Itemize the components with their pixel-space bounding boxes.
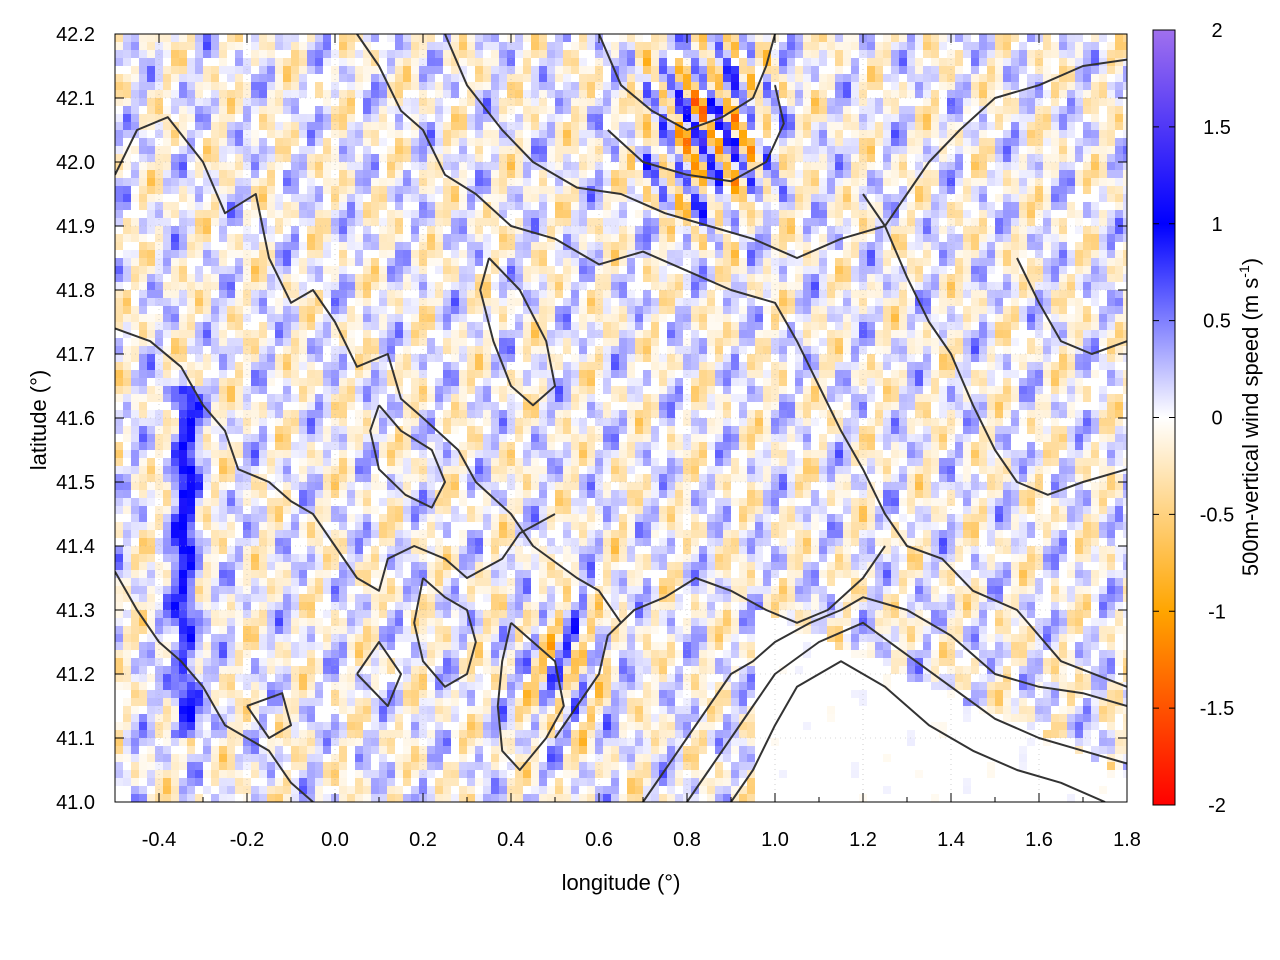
colorbar-tick-label: 1.5 xyxy=(1203,117,1231,139)
y-tick-label: 41.9 xyxy=(56,216,95,238)
x-tick-label: 0.0 xyxy=(321,829,349,851)
y-tick-label: 42.2 xyxy=(56,24,95,46)
y-tick-label: 41.5 xyxy=(56,472,95,494)
colorbar-label-main: 500m-vertical wind speed (m s xyxy=(1238,278,1263,576)
contour-line xyxy=(115,327,556,592)
contour-line xyxy=(862,193,1127,496)
x-tick-label: 1.8 xyxy=(1113,829,1141,851)
y-tick-label: 42.0 xyxy=(56,152,95,174)
contour-line xyxy=(496,622,565,771)
y-tick-label: 41.6 xyxy=(56,408,95,430)
contour-line xyxy=(607,84,785,183)
contour-line xyxy=(479,257,556,407)
y-tick-label: 41.7 xyxy=(56,344,95,366)
contour-line xyxy=(413,577,477,688)
y-axis-label: latitude (°) xyxy=(26,370,51,471)
x-tick-label: 0.2 xyxy=(409,829,437,851)
contour-line xyxy=(115,571,314,802)
y-tick-label: 41.2 xyxy=(56,664,95,686)
colorbar-tick-label: 0 xyxy=(1211,408,1222,430)
x-axis: -0.4 -0.2 0.0 0.2 0.4 0.6 0.8 1.0 1.2 1.4 1.6 1.8 xyxy=(114,34,1141,851)
x-tick-label: -0.4 xyxy=(142,829,176,851)
y-tick-label: 41.4 xyxy=(56,536,95,558)
colorbar-tick-label: 2 xyxy=(1211,20,1222,42)
y-tick-label: 41.0 xyxy=(56,792,95,814)
contour-line xyxy=(356,34,1127,688)
y-tick-label: 42.1 xyxy=(56,88,95,110)
colorbar-label: 500m-vertical wind speed (m s-1) xyxy=(1236,258,1263,576)
y-axis: 41.0 41.1 41.2 41.3 41.4 41.5 41.6 41.7 41.8 41.9… xyxy=(56,24,1127,814)
contour-line xyxy=(730,660,1106,802)
colorbar-tick-label: 1 xyxy=(1211,214,1222,236)
contour-line xyxy=(554,545,886,739)
contour-layer xyxy=(115,34,1127,802)
y-tick-label: 41.3 xyxy=(56,600,95,622)
x-tick-label: 1.6 xyxy=(1025,829,1053,851)
contour-line xyxy=(642,596,1127,802)
x-tick-label: 1.0 xyxy=(761,829,789,851)
colorbar-tick-label: -0.5 xyxy=(1200,504,1234,526)
x-tick-label: 0.6 xyxy=(585,829,613,851)
colorbar: 2 1.5 1 0.5 0 -0.5 -1 -1.5 -2 500m-vertical wind… xyxy=(1152,20,1263,817)
contour-line xyxy=(598,34,776,131)
plot-area xyxy=(114,33,1128,803)
colorbar-label-superscript: -1 xyxy=(1236,265,1252,278)
x-axis-label: longitude (°) xyxy=(562,870,681,895)
y-tick-label: 41.1 xyxy=(56,728,95,750)
contour-line xyxy=(1016,257,1127,355)
contour-line xyxy=(686,621,1127,802)
contour-line xyxy=(444,34,1127,259)
contour-line xyxy=(369,404,446,509)
colorbar-tick-label: -2 xyxy=(1208,795,1226,817)
contour-line xyxy=(356,641,402,707)
y-tick-label: 41.8 xyxy=(56,280,95,302)
x-tick-label: 0.4 xyxy=(497,829,525,851)
x-tick-label: -0.2 xyxy=(230,829,264,851)
x-tick-label: 0.8 xyxy=(673,829,701,851)
colorbar-tick-label: -1 xyxy=(1208,601,1226,623)
colorbar-tick-label: -1.5 xyxy=(1200,698,1234,720)
colorbar-tick-label: 0.5 xyxy=(1203,311,1231,333)
x-tick-label: 1.4 xyxy=(937,829,965,851)
colorbar-label-close: ) xyxy=(1238,258,1263,265)
contour-line xyxy=(246,692,292,739)
colorbar-ticks: 2 1.5 1 0.5 0 -0.5 -1 -1.5 -2 xyxy=(1153,20,1234,817)
contour-line xyxy=(115,116,622,624)
x-tick-label: 1.2 xyxy=(849,829,877,851)
